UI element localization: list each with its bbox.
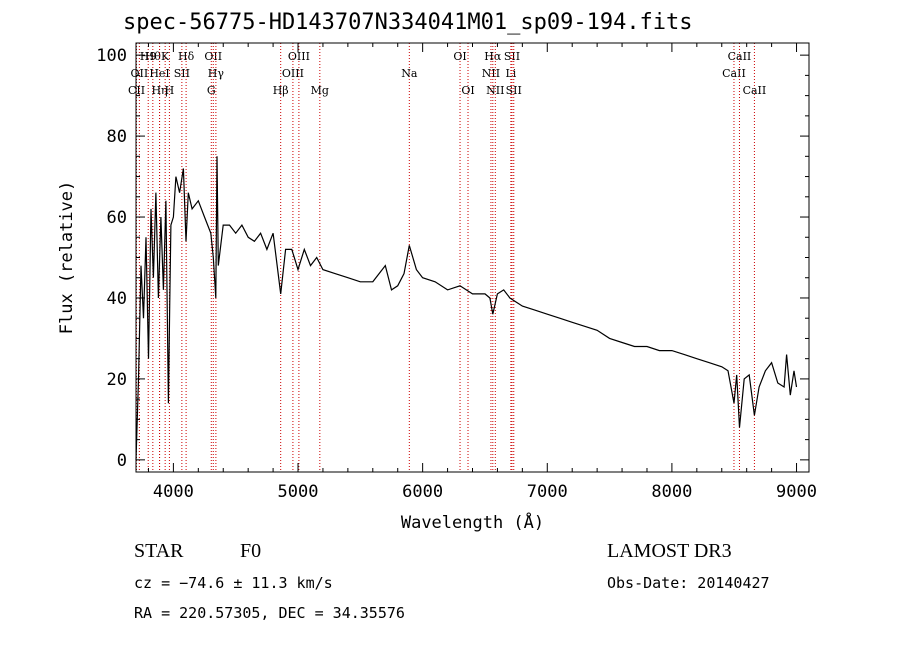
line-marker-label-14: OIII	[282, 67, 304, 80]
x-tick-label-2: 6000	[402, 482, 443, 502]
line-marker-label-2: H9	[140, 50, 157, 63]
survey-label: LAMOST DR3	[607, 540, 732, 562]
y-axis-label: Flux (relative)	[57, 181, 77, 335]
line-marker-label-13: Hβ	[273, 84, 289, 97]
line-marker-label-17: Na	[401, 67, 418, 80]
x-tick-label-1: 5000	[278, 482, 319, 502]
redshift-text: cz = −74.6 ± 11.3 km/s	[134, 574, 333, 592]
line-marker-label-8: SII	[174, 67, 190, 80]
line-marker-label-16: Mg	[311, 84, 329, 97]
line-marker-label-7: H	[165, 84, 175, 97]
flux-series-line	[135, 156, 798, 460]
line-marker-label-28: CaII	[743, 84, 767, 97]
x-tick-label-0: 4000	[153, 482, 194, 502]
line-marker-label-5: Hη	[151, 84, 167, 97]
line-marker-label-1: OII	[131, 67, 149, 80]
x-tick-label-5: 9000	[776, 482, 817, 502]
obs-date-text: Obs-Date: 20140427	[607, 574, 770, 592]
line-marker-label-22: NII	[486, 84, 504, 97]
line-marker-label-19: OI	[461, 84, 474, 97]
line-marker-label-3: Hθ	[145, 50, 162, 63]
line-marker-label-12: Hγ	[208, 67, 225, 80]
line-marker-label-15: OIII	[288, 50, 310, 63]
line-marker-label-20: NII	[482, 67, 500, 80]
chart-title: spec-56775-HD143707N334041M01_sp09-194.f…	[123, 10, 693, 35]
x-tick-label-4: 8000	[651, 482, 692, 502]
line-marker-label-25: SII	[506, 84, 522, 97]
y-tick-label-1: 20	[107, 370, 127, 390]
plot-frame	[135, 42, 810, 473]
line-marker-label-23: Li	[505, 67, 516, 80]
y-tick-label-0: 0	[117, 451, 127, 471]
line-marker-label-10: G	[207, 84, 216, 97]
subclass-label: F0	[240, 540, 262, 562]
coordinates-text: RA = 220.57305, DEC = 34.35576	[134, 604, 405, 622]
line-marker-label-26: CaII	[722, 67, 746, 80]
line-marker-label-18: OI	[453, 50, 466, 63]
line-marker-label-11: OII	[204, 50, 222, 63]
x-tick-label-3: 7000	[527, 482, 568, 502]
line-marker-label-21: Hα	[484, 50, 502, 63]
y-tick-label-5: 100	[96, 46, 127, 66]
y-tick-label-2: 40	[107, 289, 127, 309]
class-label: STAR	[134, 540, 184, 562]
line-marker-label-9: Hδ	[178, 50, 195, 63]
line-marker-label-27: CaII	[728, 50, 752, 63]
line-marker-label-24: SII	[504, 50, 520, 63]
y-tick-label-4: 80	[107, 127, 127, 147]
line-marker-label-6: K	[161, 50, 170, 63]
y-tick-label-3: 60	[107, 208, 127, 228]
x-axis-label: Wavelength (Å)	[401, 511, 544, 533]
